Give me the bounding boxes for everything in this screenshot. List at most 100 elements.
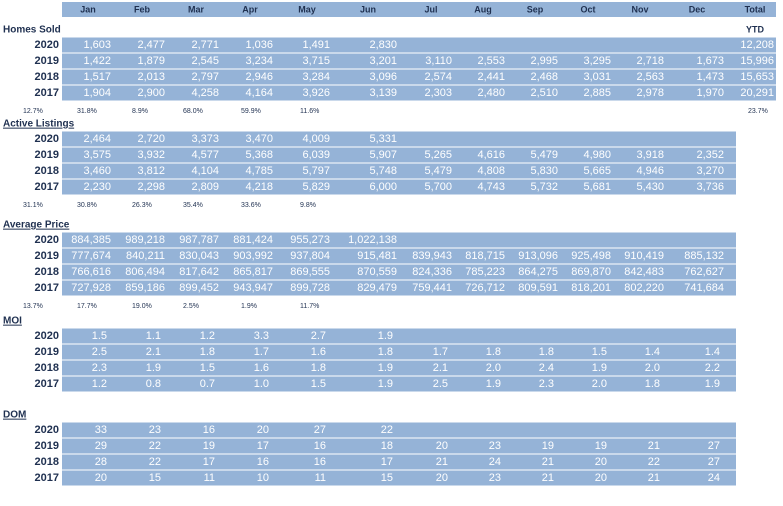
cell-value: 817,642 — [179, 266, 219, 278]
cell-value: 943,947 — [233, 282, 273, 294]
cell-value: 3,139 — [369, 87, 397, 99]
change-pct: 2.5% — [183, 303, 199, 310]
cell-value: 2,771 — [191, 39, 219, 51]
section-title: DOM — [3, 410, 26, 421]
cell-value: 3,812 — [137, 165, 165, 177]
cell-value: 2.7 — [311, 330, 326, 342]
cell-value: 2,830 — [369, 39, 397, 51]
cell-value: 22 — [381, 424, 393, 436]
cell-value: 6,039 — [302, 149, 330, 161]
cell-value: 2,995 — [530, 55, 558, 67]
year-label: 2017 — [35, 472, 59, 484]
cell-value: 2.0 — [486, 362, 501, 374]
cell-value: 21 — [648, 472, 660, 484]
change-pct: 13.7% — [23, 303, 43, 310]
cell-value: 2.2 — [705, 362, 720, 374]
cell-value: 24 — [708, 472, 720, 484]
change-pct: 12.7% — [23, 108, 43, 115]
cell-value: 910,419 — [624, 250, 664, 262]
cell-value: 5,430 — [636, 181, 664, 193]
cell-value: 2,468 — [530, 71, 558, 83]
cell-value: 3,295 — [583, 55, 611, 67]
row-band — [62, 376, 736, 392]
cell-value: 27 — [708, 456, 720, 468]
change-pct: 17.7% — [77, 303, 97, 310]
cell-value: 4,616 — [477, 149, 505, 161]
cell-value: 727,928 — [71, 282, 111, 294]
cell-value: 22 — [648, 456, 660, 468]
cell-value: 839,943 — [412, 250, 452, 262]
cell-value: 2.5 — [92, 346, 107, 358]
section-title: Active Listings — [3, 119, 75, 130]
cell-value: 806,494 — [125, 266, 165, 278]
cell-value: 1.9 — [378, 378, 393, 390]
cell-value: 2.5 — [433, 378, 448, 390]
cell-value: 762,627 — [684, 266, 724, 278]
cell-value: 2,230 — [83, 181, 111, 193]
cell-value: 6,000 — [369, 181, 397, 193]
cell-value: 1.9 — [378, 330, 393, 342]
cell-value: 726,712 — [465, 282, 505, 294]
cell-value: 1.8 — [539, 346, 554, 358]
cell-value: 4,218 — [245, 181, 273, 193]
month-header: Jun — [360, 4, 376, 14]
cell-value: 884,385 — [71, 234, 111, 246]
cell-value: 20 — [595, 456, 607, 468]
cell-value: 2,298 — [137, 181, 165, 193]
cell-value: 23 — [489, 440, 501, 452]
cell-value: 913,096 — [518, 250, 558, 262]
row-band — [62, 422, 736, 438]
cell-value: 5,797 — [302, 165, 330, 177]
month-header: Oct — [580, 4, 595, 14]
cell-value: 1.2 — [92, 378, 107, 390]
cell-value: 1.5 — [200, 362, 215, 374]
change-total: 23.7% — [748, 108, 768, 115]
section-title: MOI — [3, 316, 22, 327]
cell-value: 741,684 — [684, 282, 724, 294]
cell-value: 869,870 — [571, 266, 611, 278]
cell-value: 1.6 — [254, 362, 269, 374]
total-header: Total — [745, 4, 766, 14]
cell-value: 0.8 — [146, 378, 161, 390]
year-label: 2018 — [35, 456, 59, 468]
cell-value: 1,022,138 — [348, 234, 397, 246]
cell-value: 17 — [203, 456, 215, 468]
cell-value: 16 — [203, 424, 215, 436]
cell-value: 1.1 — [146, 330, 161, 342]
cell-value: 829,479 — [357, 282, 397, 294]
cell-value: 3,373 — [191, 133, 219, 145]
year-label: 2019 — [35, 440, 59, 452]
row-band — [62, 438, 736, 454]
row-band — [62, 280, 736, 296]
month-header: Nov — [631, 4, 648, 14]
cell-value: 4,946 — [636, 165, 664, 177]
cell-value: 0.7 — [200, 378, 215, 390]
total-value: 20,291 — [740, 87, 774, 99]
cell-value: 3,932 — [137, 149, 165, 161]
cell-value: 2,563 — [636, 71, 664, 83]
cell-value: 785,223 — [465, 266, 505, 278]
cell-value: 5,331 — [369, 133, 397, 145]
cell-value: 2,477 — [137, 39, 165, 51]
row-band — [62, 85, 776, 101]
row-band — [62, 328, 736, 344]
cell-value: 3.3 — [254, 330, 269, 342]
cell-value: 1.7 — [433, 346, 448, 358]
cell-value: 2,013 — [137, 71, 165, 83]
cell-value: 1.9 — [146, 362, 161, 374]
cell-value: 1,517 — [83, 71, 111, 83]
cell-value: 1.5 — [592, 346, 607, 358]
cell-value: 5,479 — [424, 165, 452, 177]
cell-value: 3,918 — [636, 149, 664, 161]
cell-value: 11 — [315, 472, 326, 484]
change-pct: 31.1% — [23, 202, 43, 209]
year-label: 2019 — [35, 250, 59, 262]
change-pct: 59.9% — [241, 108, 261, 115]
cell-value: 5,368 — [245, 149, 273, 161]
cell-value: 989,218 — [125, 234, 165, 246]
cell-value: 809,591 — [518, 282, 558, 294]
cell-value: 4,980 — [583, 149, 611, 161]
cell-value: 2,303 — [424, 87, 452, 99]
cell-value: 16 — [257, 456, 269, 468]
cell-value: 1.9 — [592, 362, 607, 374]
